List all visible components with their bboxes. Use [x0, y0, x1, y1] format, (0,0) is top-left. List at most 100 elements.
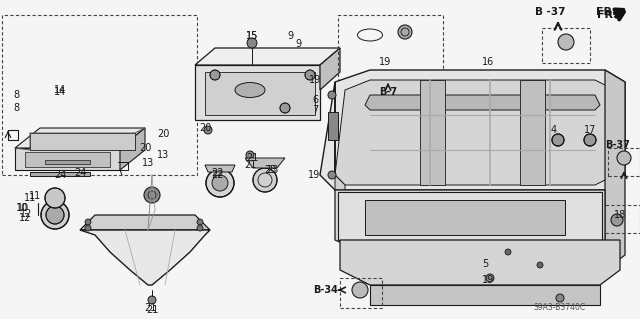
Circle shape	[486, 274, 494, 282]
Polygon shape	[30, 133, 135, 150]
Bar	[2, 15, 197, 175]
Text: 21: 21	[246, 153, 258, 163]
Circle shape	[505, 249, 511, 255]
Polygon shape	[320, 48, 340, 90]
Circle shape	[611, 214, 623, 226]
Text: 4: 4	[551, 125, 557, 135]
Text: 6: 6	[312, 95, 318, 105]
Text: 20: 20	[157, 129, 169, 139]
Text: 8: 8	[13, 103, 19, 113]
Text: 19: 19	[482, 275, 494, 285]
Text: 21: 21	[244, 160, 256, 170]
Text: 14: 14	[54, 87, 66, 97]
Circle shape	[148, 296, 156, 304]
Polygon shape	[45, 160, 90, 164]
Polygon shape	[15, 128, 145, 148]
Polygon shape	[80, 230, 210, 285]
Text: B -37: B -37	[535, 7, 565, 17]
Polygon shape	[25, 152, 110, 167]
Circle shape	[206, 169, 234, 197]
Circle shape	[197, 219, 203, 225]
Polygon shape	[328, 112, 338, 140]
Text: 22: 22	[212, 168, 224, 178]
Bar	[338, 15, 443, 80]
Polygon shape	[605, 70, 625, 270]
Circle shape	[204, 126, 212, 134]
Text: 15: 15	[246, 31, 258, 41]
Circle shape	[210, 70, 220, 80]
Text: 11: 11	[29, 191, 41, 201]
Text: 13: 13	[142, 158, 154, 168]
Text: FR.: FR.	[596, 10, 617, 20]
Polygon shape	[520, 80, 545, 185]
Polygon shape	[195, 48, 340, 65]
Ellipse shape	[235, 83, 265, 98]
Text: 23: 23	[264, 165, 276, 175]
Text: 19: 19	[309, 75, 321, 85]
Text: 21: 21	[144, 303, 156, 313]
Circle shape	[305, 70, 315, 80]
Text: 13: 13	[157, 150, 169, 160]
Bar	[608, 148, 640, 176]
Circle shape	[558, 34, 574, 50]
Polygon shape	[335, 82, 345, 190]
Polygon shape	[245, 158, 285, 168]
Text: 9: 9	[295, 39, 301, 49]
Circle shape	[584, 134, 596, 146]
Circle shape	[398, 25, 412, 39]
Polygon shape	[335, 80, 615, 185]
Text: S9A3-B3740C: S9A3-B3740C	[534, 303, 586, 313]
Text: 12: 12	[20, 209, 32, 219]
Text: 23: 23	[266, 165, 278, 175]
Polygon shape	[205, 72, 315, 115]
Polygon shape	[195, 65, 320, 120]
Text: 15: 15	[246, 31, 258, 41]
Circle shape	[45, 188, 65, 208]
Polygon shape	[365, 200, 565, 235]
Circle shape	[352, 282, 368, 298]
Text: 11: 11	[24, 193, 36, 203]
Text: 22: 22	[212, 170, 224, 180]
Circle shape	[212, 175, 228, 191]
Text: B-34: B-34	[314, 285, 339, 295]
Circle shape	[328, 171, 336, 179]
Text: B-7: B-7	[379, 87, 397, 97]
Bar	[340, 278, 382, 308]
Circle shape	[85, 225, 91, 231]
Text: 8: 8	[13, 90, 19, 100]
Text: 12: 12	[19, 213, 31, 223]
Polygon shape	[335, 190, 605, 270]
Circle shape	[247, 38, 257, 48]
Circle shape	[280, 103, 290, 113]
Polygon shape	[80, 215, 210, 230]
Circle shape	[246, 151, 254, 159]
Text: 10: 10	[16, 203, 28, 213]
Circle shape	[144, 187, 160, 203]
Circle shape	[46, 206, 64, 224]
Bar	[605, 205, 640, 233]
Circle shape	[537, 262, 543, 268]
Text: 24: 24	[54, 170, 66, 180]
Text: 20: 20	[139, 143, 151, 153]
Text: 17: 17	[584, 125, 596, 135]
Circle shape	[552, 134, 564, 146]
Circle shape	[617, 151, 631, 165]
Circle shape	[85, 219, 91, 225]
Text: 7: 7	[312, 105, 318, 115]
Polygon shape	[320, 70, 625, 190]
Polygon shape	[340, 240, 620, 285]
Text: 18: 18	[614, 210, 626, 220]
Polygon shape	[338, 192, 602, 240]
Polygon shape	[370, 285, 600, 305]
Text: 14: 14	[54, 85, 66, 95]
Polygon shape	[30, 172, 90, 176]
Text: 19: 19	[308, 170, 320, 180]
Polygon shape	[365, 95, 600, 110]
Circle shape	[328, 91, 336, 99]
Circle shape	[41, 201, 69, 229]
Circle shape	[197, 225, 203, 231]
Bar	[542, 28, 590, 63]
Polygon shape	[15, 148, 120, 170]
Polygon shape	[120, 128, 145, 170]
Text: 9: 9	[287, 31, 293, 41]
